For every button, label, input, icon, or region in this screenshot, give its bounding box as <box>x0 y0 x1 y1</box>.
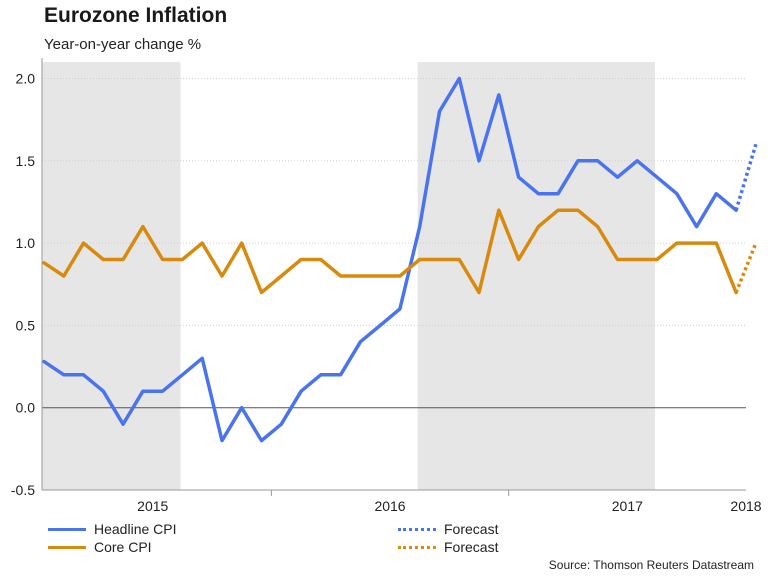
legend-label-core: Core CPI <box>94 539 152 555</box>
legend-forecast-core: Forecast <box>398 539 498 555</box>
legend-headline-cpi: Headline CPI <box>48 521 177 537</box>
legend-swatch-headline <box>48 527 86 531</box>
chart-subtitle: Year-on-year change % <box>44 36 202 53</box>
y-tick-label: 0.5 <box>16 317 36 333</box>
y-tick-label: 0.0 <box>16 400 36 416</box>
legend-label-forecast-headline: Forecast <box>444 521 499 537</box>
x-tick-label: 2018 <box>730 498 761 514</box>
series-line-forecast-2 <box>734 143 758 211</box>
legend-forecast-headline: Forecast <box>398 521 498 537</box>
series-line-forecast-3 <box>734 242 758 294</box>
legend-core-cpi: Core CPI <box>48 539 152 555</box>
chart-title: Eurozone Inflation <box>44 4 228 27</box>
y-tick-label: 2.0 <box>16 70 36 86</box>
legend-swatch-forecast-core <box>398 545 436 549</box>
series-line-headline-cpi-0 <box>42 76 738 443</box>
source-note: Source: Thomson Reuters Datastream <box>548 558 754 572</box>
shaded-band-1 <box>417 62 656 490</box>
x-tick-label: 2017 <box>612 498 643 514</box>
y-tick-label: 1.0 <box>16 235 36 251</box>
legend-label-forecast-core: Forecast <box>444 539 499 555</box>
legend-label-headline: Headline CPI <box>94 521 177 537</box>
series-line-core-cpi-1 <box>42 208 738 295</box>
x-tick-label: 2015 <box>137 498 168 514</box>
y-tick-label: -0.5 <box>11 482 35 498</box>
y-tick-label: 1.5 <box>16 153 36 169</box>
legend-swatch-core <box>48 545 86 549</box>
x-tick-label: 2016 <box>374 498 405 514</box>
legend-swatch-forecast-headline <box>398 527 436 531</box>
